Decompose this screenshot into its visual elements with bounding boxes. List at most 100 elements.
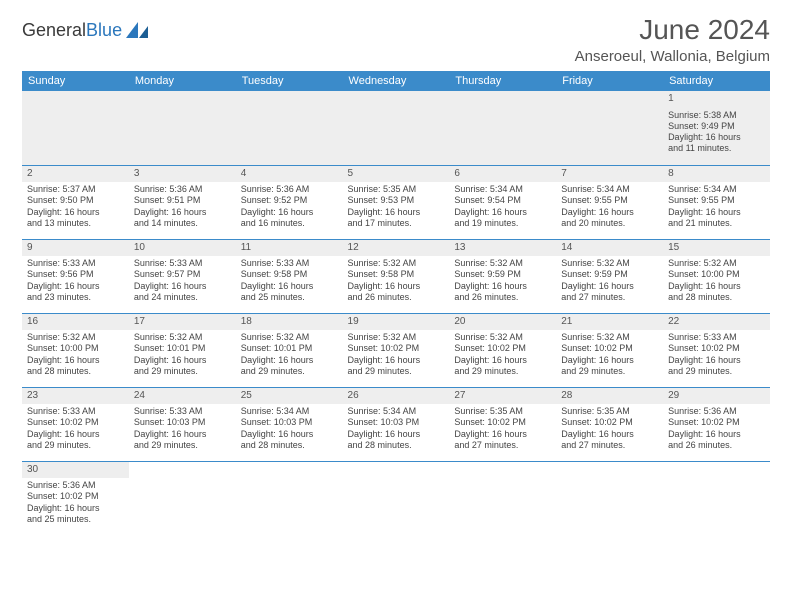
weekday-header: Friday <box>556 71 663 91</box>
calendar-day-cell: 24Sunrise: 5:33 AMSunset: 10:03 PMDaylig… <box>129 387 236 461</box>
calendar-day-cell <box>129 91 236 165</box>
daylight-text: Daylight: 16 hours <box>27 281 124 292</box>
calendar-week-row: 1Sunrise: 5:38 AMSunset: 9:49 PMDaylight… <box>22 91 770 165</box>
weekday-header: Tuesday <box>236 71 343 91</box>
day-number: 3 <box>129 166 236 183</box>
sunset-text: Sunset: 10:02 PM <box>27 417 124 428</box>
daylight-text: Daylight: 16 hours <box>668 429 765 440</box>
day-number: 27 <box>449 388 556 405</box>
calendar-day-cell: 12Sunrise: 5:32 AMSunset: 9:58 PMDayligh… <box>343 239 450 313</box>
calendar-day-cell: 11Sunrise: 5:33 AMSunset: 9:58 PMDayligh… <box>236 239 343 313</box>
sunset-text: Sunset: 10:01 PM <box>241 343 338 354</box>
daylight-text: Daylight: 16 hours <box>348 207 445 218</box>
sunrise-text: Sunrise: 5:32 AM <box>241 332 338 343</box>
daylight-text: and 29 minutes. <box>561 366 658 377</box>
sunset-text: Sunset: 9:49 PM <box>668 121 765 132</box>
sunset-text: Sunset: 9:55 PM <box>668 195 765 206</box>
sunrise-text: Sunrise: 5:33 AM <box>27 258 124 269</box>
daylight-text: Daylight: 16 hours <box>241 429 338 440</box>
daylight-text: and 29 minutes. <box>134 366 231 377</box>
daylight-text: and 26 minutes. <box>348 292 445 303</box>
daylight-text: and 29 minutes. <box>668 366 765 377</box>
sunrise-text: Sunrise: 5:32 AM <box>668 258 765 269</box>
daylight-text: Daylight: 16 hours <box>134 281 231 292</box>
calendar-day-cell: 16Sunrise: 5:32 AMSunset: 10:00 PMDaylig… <box>22 313 129 387</box>
sunset-text: Sunset: 10:02 PM <box>668 417 765 428</box>
calendar-day-cell: 4Sunrise: 5:36 AMSunset: 9:52 PMDaylight… <box>236 165 343 239</box>
day-number: 10 <box>129 240 236 257</box>
sunrise-text: Sunrise: 5:36 AM <box>668 406 765 417</box>
calendar-page: GeneralBlue June 2024 Anseroeul, Walloni… <box>0 0 792 549</box>
daylight-text: Daylight: 16 hours <box>454 207 551 218</box>
daylight-text: Daylight: 16 hours <box>454 429 551 440</box>
daylight-text: Daylight: 16 hours <box>668 132 765 143</box>
daylight-text: Daylight: 16 hours <box>348 281 445 292</box>
calendar-day-cell: 20Sunrise: 5:32 AMSunset: 10:02 PMDaylig… <box>449 313 556 387</box>
calendar-day-cell: 30Sunrise: 5:36 AMSunset: 10:02 PMDaylig… <box>22 461 129 535</box>
sunset-text: Sunset: 10:03 PM <box>241 417 338 428</box>
sunrise-text: Sunrise: 5:37 AM <box>27 184 124 195</box>
calendar-day-cell: 8Sunrise: 5:34 AMSunset: 9:55 PMDaylight… <box>663 165 770 239</box>
daylight-text: and 24 minutes. <box>134 292 231 303</box>
calendar-day-cell: 17Sunrise: 5:32 AMSunset: 10:01 PMDaylig… <box>129 313 236 387</box>
sunrise-text: Sunrise: 5:35 AM <box>454 406 551 417</box>
sunrise-text: Sunrise: 5:38 AM <box>668 110 765 121</box>
daylight-text: and 25 minutes. <box>27 514 124 525</box>
calendar-day-cell <box>556 91 663 165</box>
sunset-text: Sunset: 9:52 PM <box>241 195 338 206</box>
daylight-text: and 27 minutes. <box>561 292 658 303</box>
sunrise-text: Sunrise: 5:32 AM <box>134 332 231 343</box>
calendar-day-cell: 27Sunrise: 5:35 AMSunset: 10:02 PMDaylig… <box>449 387 556 461</box>
sunset-text: Sunset: 10:02 PM <box>668 343 765 354</box>
calendar-day-cell <box>343 91 450 165</box>
daylight-text: and 29 minutes. <box>241 366 338 377</box>
daylight-text: and 16 minutes. <box>241 218 338 229</box>
day-number: 28 <box>556 388 663 405</box>
calendar-day-cell: 7Sunrise: 5:34 AMSunset: 9:55 PMDaylight… <box>556 165 663 239</box>
sunset-text: Sunset: 9:59 PM <box>561 269 658 280</box>
calendar-week-row: 2Sunrise: 5:37 AMSunset: 9:50 PMDaylight… <box>22 165 770 239</box>
daylight-text: Daylight: 16 hours <box>241 207 338 218</box>
day-number: 15 <box>663 240 770 257</box>
daylight-text: Daylight: 16 hours <box>134 207 231 218</box>
sail-icon <box>126 22 148 38</box>
sunrise-text: Sunrise: 5:34 AM <box>241 406 338 417</box>
brand-part1: General <box>22 20 86 41</box>
daylight-text: Daylight: 16 hours <box>561 281 658 292</box>
day-number: 2 <box>22 166 129 183</box>
daylight-text: Daylight: 16 hours <box>561 207 658 218</box>
daylight-text: Daylight: 16 hours <box>561 429 658 440</box>
calendar-day-cell: 29Sunrise: 5:36 AMSunset: 10:02 PMDaylig… <box>663 387 770 461</box>
sunset-text: Sunset: 10:01 PM <box>134 343 231 354</box>
sunrise-text: Sunrise: 5:33 AM <box>134 406 231 417</box>
day-number: 6 <box>449 166 556 183</box>
title-block: June 2024 Anseroeul, Wallonia, Belgium <box>575 14 770 65</box>
weekday-header: Thursday <box>449 71 556 91</box>
day-number: 11 <box>236 240 343 257</box>
sunset-text: Sunset: 9:58 PM <box>348 269 445 280</box>
daylight-text: Daylight: 16 hours <box>348 429 445 440</box>
day-number: 13 <box>449 240 556 257</box>
calendar-day-cell: 3Sunrise: 5:36 AMSunset: 9:51 PMDaylight… <box>129 165 236 239</box>
day-number: 5 <box>343 166 450 183</box>
daylight-text: and 26 minutes. <box>668 440 765 451</box>
daylight-text: Daylight: 16 hours <box>561 355 658 366</box>
calendar-day-cell <box>449 461 556 535</box>
daylight-text: and 17 minutes. <box>348 218 445 229</box>
weekday-header: Monday <box>129 71 236 91</box>
sunrise-text: Sunrise: 5:32 AM <box>561 332 658 343</box>
sunrise-text: Sunrise: 5:34 AM <box>561 184 658 195</box>
daylight-text: Daylight: 16 hours <box>27 355 124 366</box>
sunrise-text: Sunrise: 5:36 AM <box>27 480 124 491</box>
daylight-text: Daylight: 16 hours <box>454 281 551 292</box>
day-number: 21 <box>556 314 663 331</box>
day-number: 9 <box>22 240 129 257</box>
sunrise-text: Sunrise: 5:35 AM <box>561 406 658 417</box>
sunset-text: Sunset: 9:54 PM <box>454 195 551 206</box>
daylight-text: Daylight: 16 hours <box>134 429 231 440</box>
calendar-day-cell: 25Sunrise: 5:34 AMSunset: 10:03 PMDaylig… <box>236 387 343 461</box>
daylight-text: and 29 minutes. <box>454 366 551 377</box>
calendar-day-cell: 23Sunrise: 5:33 AMSunset: 10:02 PMDaylig… <box>22 387 129 461</box>
sunset-text: Sunset: 9:55 PM <box>561 195 658 206</box>
sunset-text: Sunset: 9:57 PM <box>134 269 231 280</box>
